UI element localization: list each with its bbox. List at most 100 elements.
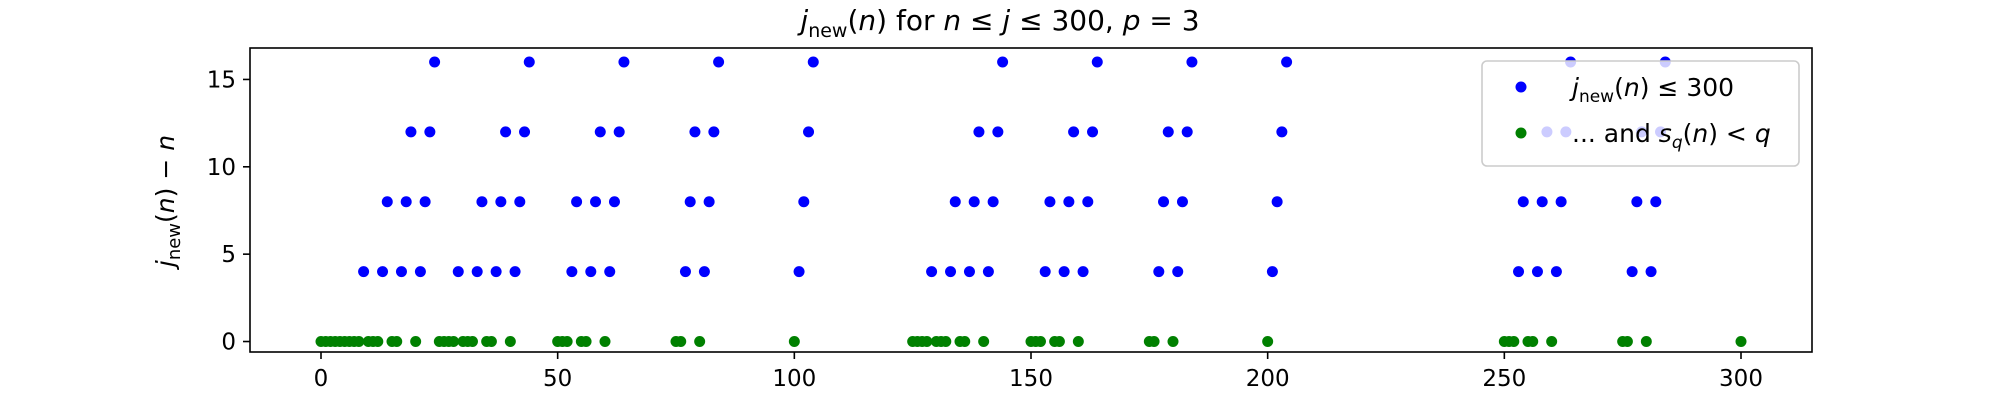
x-tick-label: 250 (1482, 366, 1526, 392)
data-point-blue (1063, 196, 1075, 208)
data-point-green (1735, 336, 1747, 348)
data-point-blue (1091, 56, 1103, 68)
data-point-green (978, 336, 990, 348)
y-tick-label: 0 (221, 330, 236, 356)
data-point-blue (590, 196, 602, 208)
data-point-blue (679, 266, 691, 278)
data-point-green (391, 336, 403, 348)
data-point-blue (429, 56, 441, 68)
data-point-blue (1082, 196, 1094, 208)
data-point-green (599, 336, 611, 348)
data-point-blue (997, 56, 1009, 68)
data-point-green (580, 336, 592, 348)
data-point-blue (1266, 266, 1278, 278)
y-tick-label: 15 (207, 67, 236, 93)
data-point-blue (1186, 56, 1198, 68)
data-point-blue (1044, 196, 1056, 208)
y-tick-label: 10 (207, 155, 236, 181)
data-point-blue (381, 196, 393, 208)
data-point-blue (982, 266, 994, 278)
data-point-blue (1517, 196, 1529, 208)
y-tick-label: 5 (221, 242, 236, 268)
data-point-blue (400, 196, 412, 208)
data-point-blue (519, 126, 531, 138)
data-point-blue (566, 266, 578, 278)
data-point-green (1034, 336, 1046, 348)
data-point-green (1148, 336, 1160, 348)
legend-box (1481, 60, 1800, 167)
data-point-green (1546, 336, 1558, 348)
data-point-blue (798, 196, 810, 208)
data-point-green (959, 336, 971, 348)
x-tick-label: 0 (314, 366, 329, 392)
data-point-blue (571, 196, 583, 208)
data-point-blue (452, 266, 464, 278)
points-layer (315, 56, 1747, 348)
data-point-green (448, 336, 460, 348)
data-point-green (1262, 336, 1274, 348)
data-point-blue (395, 266, 407, 278)
data-point-blue (1650, 196, 1662, 208)
data-point-blue (618, 56, 630, 68)
data-point-green (675, 336, 687, 348)
data-point-green (485, 336, 497, 348)
data-point-blue (523, 56, 535, 68)
data-point-blue (405, 126, 417, 138)
data-point-blue (703, 196, 715, 208)
data-point-blue (1087, 126, 1099, 138)
data-point-blue (604, 266, 616, 278)
data-point-blue (807, 56, 819, 68)
data-point-green (372, 336, 384, 348)
data-point-blue (1077, 266, 1089, 278)
legend-label-green: ... and sq(n) < q (1572, 119, 1771, 153)
data-point-blue (793, 266, 805, 278)
data-point-blue (500, 126, 512, 138)
data-point-blue (1068, 126, 1080, 138)
data-point-blue (684, 196, 696, 208)
data-point-blue (594, 126, 606, 138)
data-point-green (1621, 336, 1633, 348)
data-point-blue (949, 196, 961, 208)
data-point-blue (1550, 266, 1562, 278)
data-point-blue (926, 266, 938, 278)
plot-frame (249, 47, 1813, 353)
series-blue (358, 56, 1671, 278)
data-point-green (1072, 336, 1084, 348)
data-point-blue (1176, 196, 1188, 208)
data-point-blue (1039, 266, 1051, 278)
data-point-blue (1172, 266, 1184, 278)
data-point-blue (377, 266, 389, 278)
data-point-green (353, 336, 365, 348)
data-point-blue (945, 266, 957, 278)
data-point-green (466, 336, 478, 348)
data-point-blue (973, 126, 985, 138)
ticks-layer: 0 50 100 150 200 250 300 0 5 10 15 (207, 67, 1763, 392)
data-point-blue (1276, 126, 1288, 138)
data-point-green (1640, 336, 1652, 348)
data-point-blue (585, 266, 597, 278)
data-point-blue (1181, 126, 1193, 138)
data-point-green (561, 336, 573, 348)
legend-marker-green (1515, 127, 1527, 139)
data-point-blue (713, 56, 725, 68)
data-point-blue (514, 196, 526, 208)
legend: jnew(n) ≤ 300 ... and sq(n) < q (1481, 60, 1800, 167)
data-point-blue (1158, 196, 1170, 208)
data-point-blue (424, 126, 436, 138)
data-point-green (1167, 336, 1179, 348)
data-point-blue (992, 126, 1004, 138)
chart-title: jnew(n) for n ≤ j ≤ 300, p = 3 (796, 4, 1199, 42)
data-point-green (694, 336, 706, 348)
data-point-green (504, 336, 516, 348)
data-point-blue (1536, 196, 1548, 208)
y-axis-label: jnew(n) − n (151, 135, 185, 270)
data-point-blue (1162, 126, 1174, 138)
data-point-blue (471, 266, 483, 278)
data-point-blue (1153, 266, 1165, 278)
data-point-blue (490, 266, 502, 278)
data-point-blue (1513, 266, 1525, 278)
legend-label-blue: jnew(n) ≤ 300 (1569, 73, 1734, 107)
data-point-blue (613, 126, 625, 138)
data-point-blue (708, 126, 720, 138)
